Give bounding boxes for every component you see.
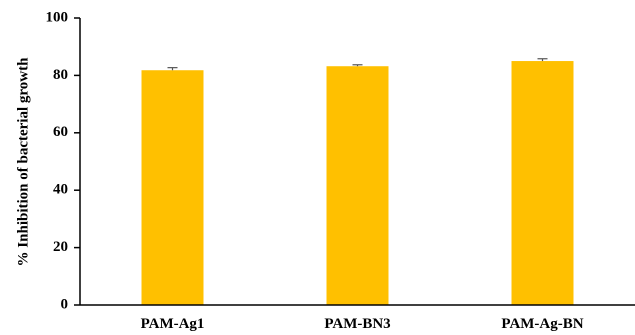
y-axis-ticks: 0 20 40 60 80 100 (46, 9, 80, 312)
x-axis-categories: PAM-Ag1 PAM-BN3 PAM-Ag-BN (141, 316, 584, 332)
bar (511, 61, 574, 305)
bar (141, 70, 204, 305)
y-tick-label: 40 (53, 182, 68, 198)
x-category-label: PAM-BN3 (324, 316, 390, 332)
error-bars (167, 58, 548, 71)
x-category-label: PAM-Ag1 (141, 316, 205, 332)
y-tick-label: 60 (53, 124, 68, 140)
y-axis-title: % Inhibition of bacterial growth (15, 57, 31, 267)
y-tick-label: 100 (46, 9, 69, 25)
y-tick-label: 20 (53, 239, 68, 255)
bar (326, 66, 389, 305)
y-tick-label: 80 (53, 67, 68, 83)
bars (141, 61, 574, 305)
y-tick-label: 0 (61, 296, 69, 312)
x-category-label: PAM-Ag-BN (501, 316, 583, 332)
